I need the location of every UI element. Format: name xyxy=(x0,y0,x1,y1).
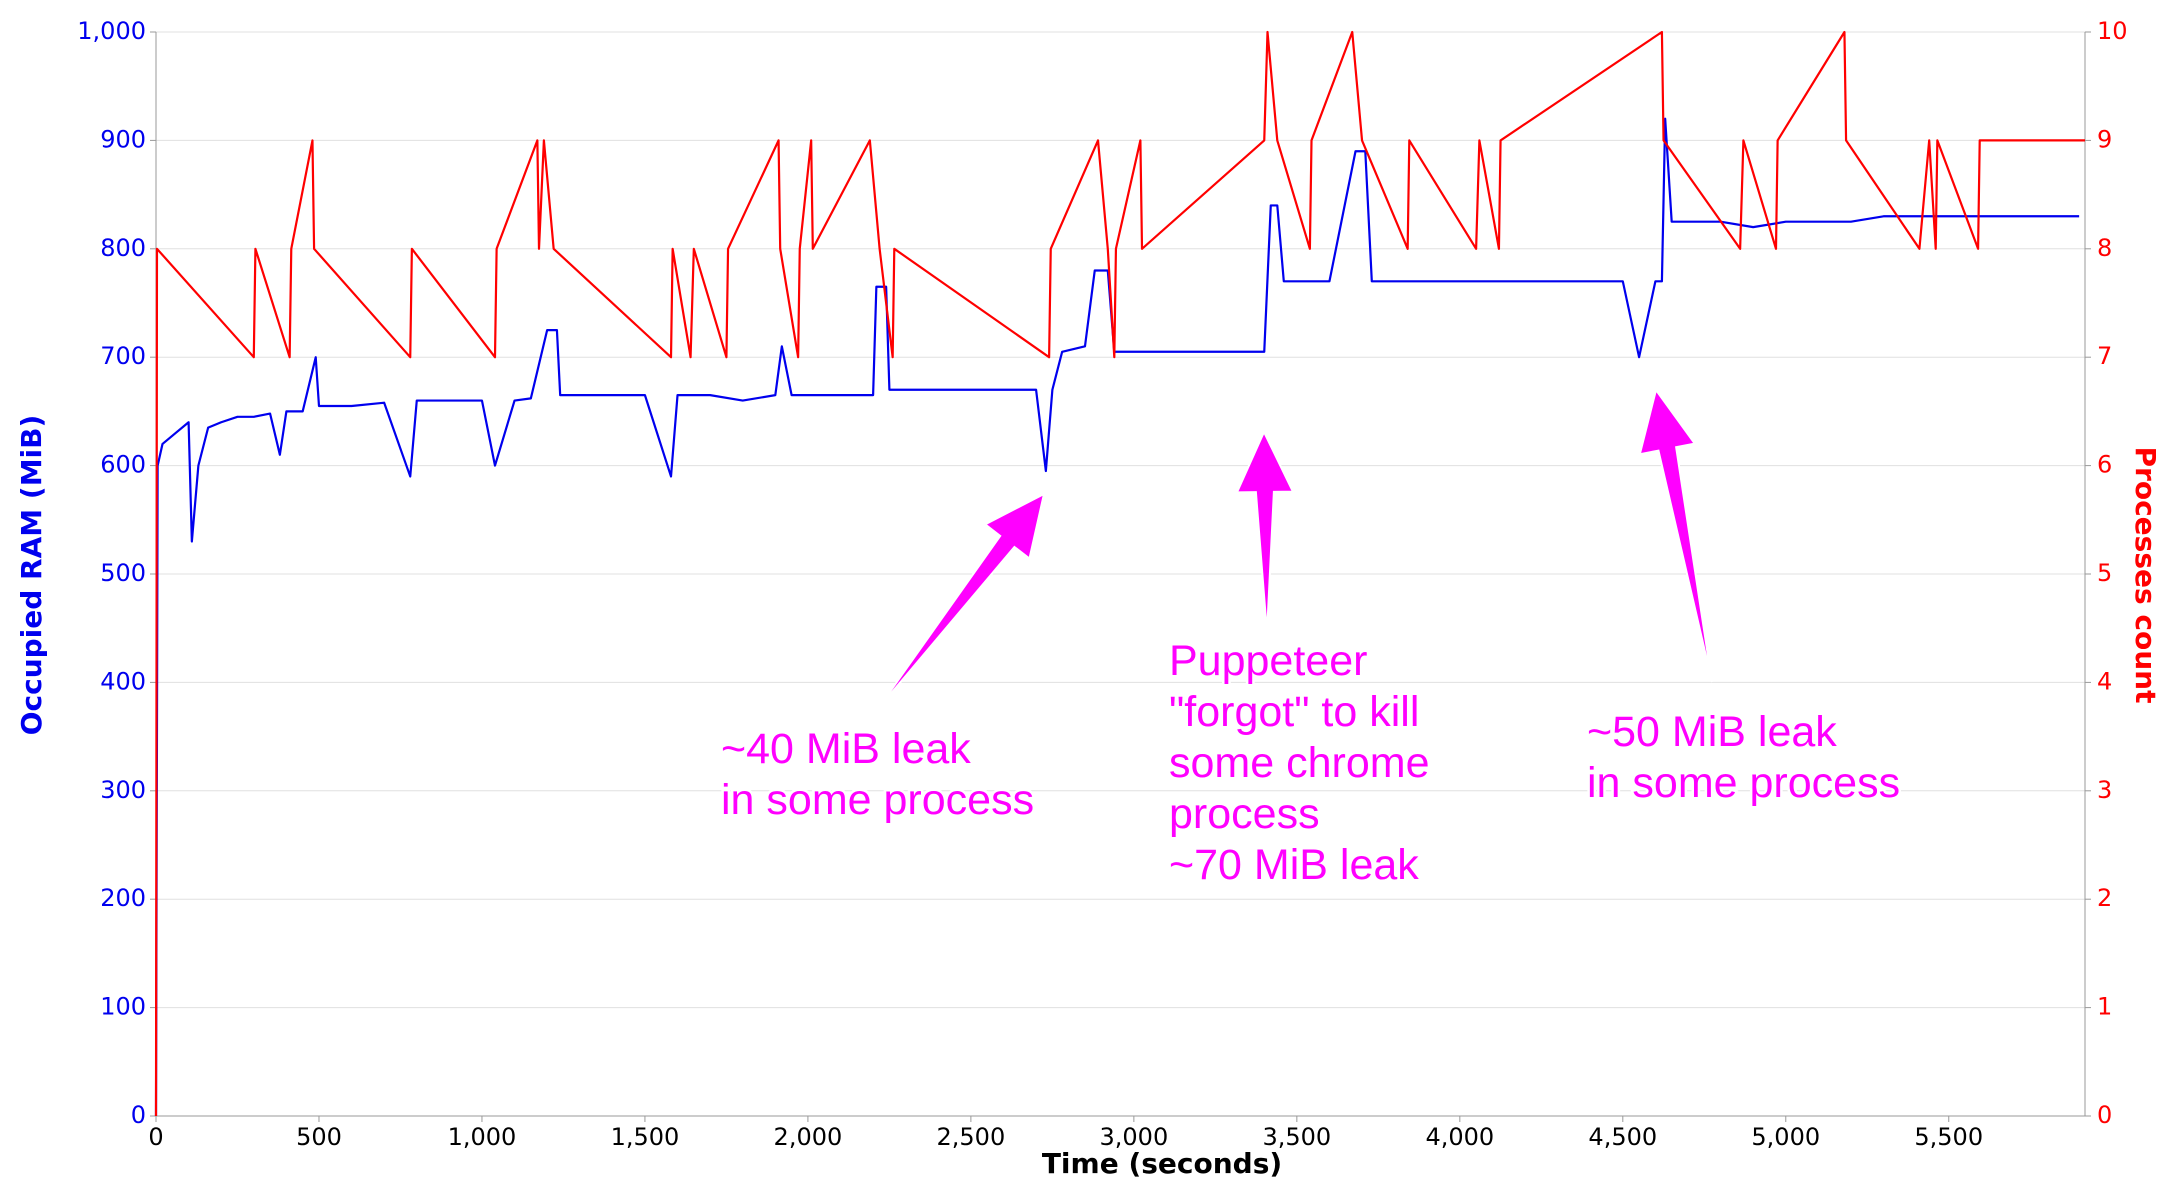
series-line xyxy=(154,117,2080,1117)
x-tick-label: 5,000 xyxy=(1751,1123,1820,1151)
x-tick-label: 3,000 xyxy=(1100,1123,1169,1151)
y2-tick-label: 4 xyxy=(2097,667,2112,695)
x-tick-label: 5,500 xyxy=(1914,1123,1983,1151)
x-tick-label: 3,500 xyxy=(1262,1123,1331,1151)
x-tick-label: 2,000 xyxy=(774,1123,843,1151)
y-tick-label: 400 xyxy=(100,667,146,695)
y-tick-label: 700 xyxy=(100,342,146,370)
annotation-text: in some process xyxy=(721,776,1034,824)
y2-tick-label: 7 xyxy=(2097,342,2112,370)
annotation-text: "forgot" to kill xyxy=(1169,688,1419,736)
y-axis-label: Occupied RAM (MiB) xyxy=(15,415,48,736)
annotation-text: ~40 MiB leak xyxy=(721,725,971,773)
y2-tick-label: 9 xyxy=(2097,125,2112,153)
y-tick-label: 500 xyxy=(100,559,146,587)
y-tick-label: 0 xyxy=(131,1101,146,1129)
y2-tick-label: 1 xyxy=(2097,993,2112,1021)
annotation-text: Puppeteer xyxy=(1169,637,1367,685)
y-tick-label: 1,000 xyxy=(77,17,146,45)
y2-tick-label: 3 xyxy=(2097,776,2112,804)
y2-tick-label: 2 xyxy=(2097,884,2112,912)
annotation-text: ~70 MiB leak xyxy=(1169,841,1419,889)
y-tick-label: 900 xyxy=(100,125,146,153)
y2-tick-label: 8 xyxy=(2097,234,2112,262)
y-tick-label: 800 xyxy=(100,234,146,262)
x-tick-label: 1,500 xyxy=(611,1123,680,1151)
x-axis-label: Time (seconds) xyxy=(1042,1147,1282,1180)
annotation-arrow xyxy=(876,492,1046,711)
y2-tick-label: 6 xyxy=(2097,451,2112,479)
annotation-arrow xyxy=(1638,387,1713,683)
annotation-text: process xyxy=(1169,790,1320,838)
annotation-arrow xyxy=(1235,429,1295,634)
annotation-text: in some process xyxy=(1587,759,1900,807)
x-tick-label: 4,500 xyxy=(1588,1123,1657,1151)
y2-axis-label: Processes count xyxy=(2129,447,2162,704)
x-tick-label: 2,500 xyxy=(937,1123,1006,1151)
y-tick-label: 100 xyxy=(100,993,146,1021)
y2-tick-label: 10 xyxy=(2097,17,2128,45)
x-tick-label: 0 xyxy=(148,1123,163,1151)
series-line xyxy=(154,30,2085,1117)
x-tick-label: 4,000 xyxy=(1425,1123,1494,1151)
annotation-text: some chrome xyxy=(1169,739,1429,787)
y2-tick-label: 0 xyxy=(2097,1101,2112,1129)
x-tick-label: 500 xyxy=(296,1123,342,1151)
y-tick-label: 300 xyxy=(100,776,146,804)
y-tick-label: 600 xyxy=(100,451,146,479)
y-tick-label: 200 xyxy=(100,884,146,912)
x-tick-label: 1,000 xyxy=(448,1123,517,1151)
y2-tick-label: 5 xyxy=(2097,559,2112,587)
annotation-text: ~50 MiB leak xyxy=(1587,708,1837,756)
